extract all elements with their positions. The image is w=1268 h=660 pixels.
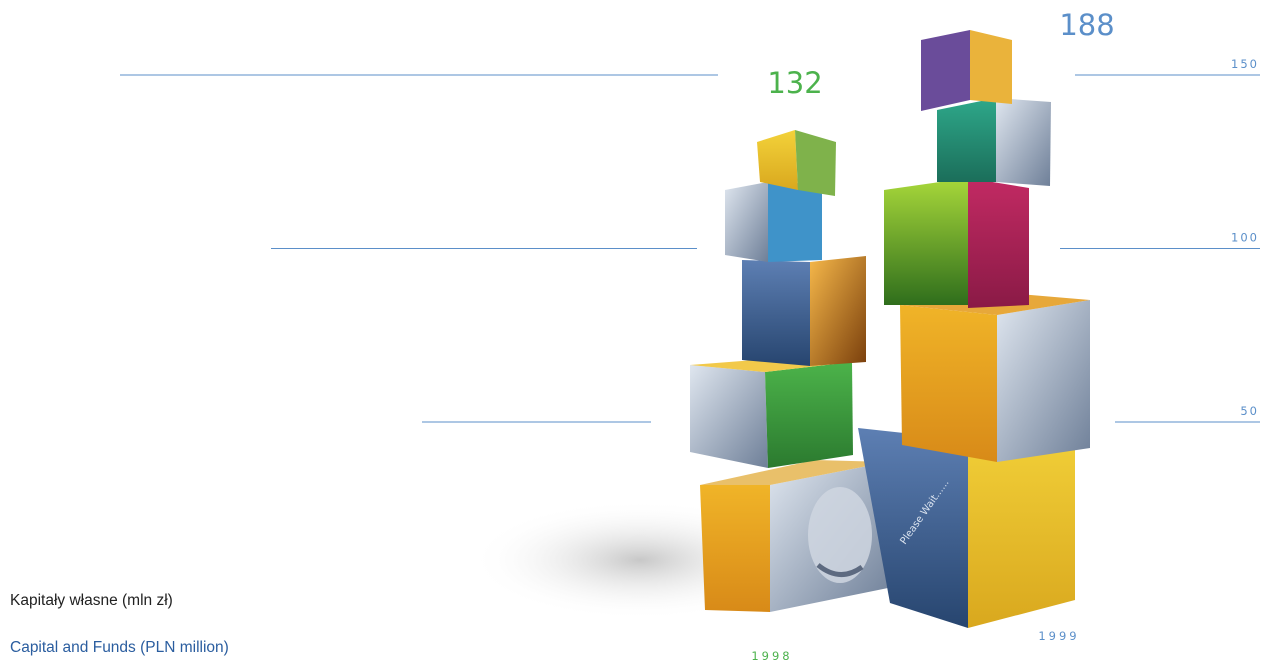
chart-title-en: Capital and Funds (PLN million) [10,639,229,656]
cube-1998-2-left [690,365,768,468]
cube-1998-3-right [810,256,866,366]
cube-1998-2-right [765,362,853,468]
chart-title-pl: Kapitały własne (mln zł) [10,592,173,609]
cube-1999-4-left [937,98,996,182]
cube-1998-1-top [700,460,888,485]
year-label-1998: 1998 [751,649,792,660]
cube-1998-3-left [742,260,810,366]
value-label-1999: 188 [1059,8,1114,42]
tower-1999: Please Wait...... [858,30,1090,628]
cube-1998-1-front [700,485,770,612]
tower-1998 [690,130,888,612]
cube-1998-4-right [768,182,822,262]
cube-1999-1-right [968,420,1075,628]
cube-1999-2-left [900,305,997,462]
cube-1999-5-left [921,30,970,111]
cube-1999-3-right [968,178,1029,308]
cube-1998-1-photo-mouth [816,563,864,577]
cube-1998-1-photo-face [808,487,872,583]
cube-1999-3-left [884,178,968,305]
cube-1999-4-right [996,98,1051,186]
ytick-label-150: 150 [1231,57,1259,71]
ytick-label-100: 100 [1231,231,1259,245]
value-label-1998: 132 [767,66,822,100]
cube-1999-2-right [997,300,1090,462]
year-label-1999: 1999 [1038,629,1079,643]
cube-1998-4-left [725,182,768,262]
gridlines: 50 100 150 [120,57,1260,423]
ytick-label-50: 50 [1240,404,1259,418]
cube-1998-5-right [795,130,836,196]
cube-1999-1-left [858,428,968,628]
cube-1998-5-left [757,130,798,190]
cube-1999-5-right [970,30,1012,104]
